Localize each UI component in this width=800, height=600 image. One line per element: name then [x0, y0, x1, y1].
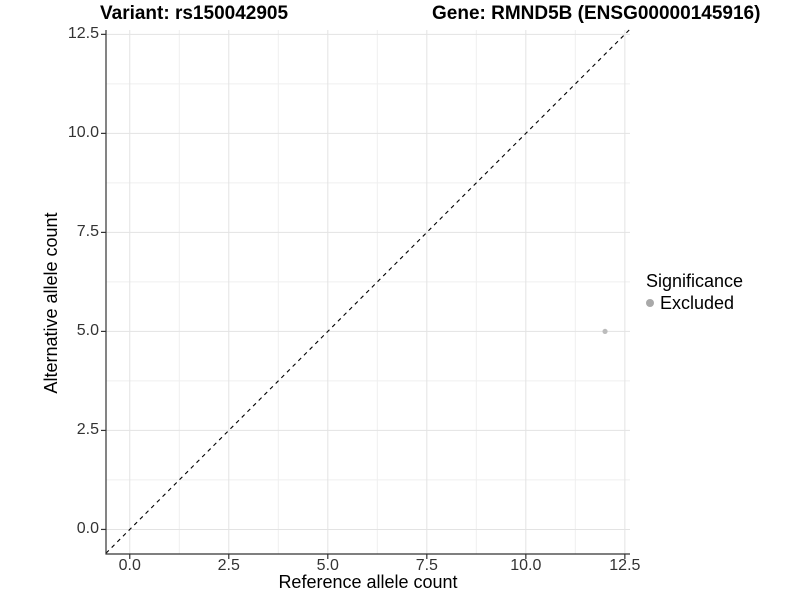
x-tick-label: 5.0 — [316, 557, 339, 574]
y-tick-label: 10.0 — [67, 124, 99, 142]
legend-key-dot-icon — [646, 299, 654, 307]
plot-title-gene: Gene: RMND5B (ENSG00000145916) — [432, 3, 761, 24]
data-point — [602, 328, 608, 335]
x-tick-label: 10.0 — [510, 557, 542, 574]
y-tick-label: 5.0 — [76, 322, 99, 340]
legend-item-label: Excluded — [660, 293, 735, 313]
y-tick-label: 2.5 — [76, 421, 99, 439]
plot-title-variant: Variant: rs150042905 — [100, 3, 289, 24]
x-tick-label: 12.5 — [609, 557, 641, 574]
y-tick-label: 12.5 — [67, 25, 99, 43]
identity-reference-line — [105, 29, 630, 554]
y-tick-label: 0.0 — [76, 520, 99, 538]
legend-item-excluded: Excluded — [646, 293, 743, 313]
legend: Significance Excluded — [646, 271, 743, 313]
x-tick-label: 0.0 — [118, 557, 141, 574]
y-tick-label: 7.5 — [76, 223, 99, 241]
x-axis-title: Reference allele count — [278, 572, 458, 592]
y-axis-title: Alternative allele count — [41, 212, 61, 394]
x-tick-label: 7.5 — [415, 557, 438, 574]
x-tick-label: 2.5 — [217, 557, 240, 574]
legend-title: Significance — [646, 271, 744, 291]
